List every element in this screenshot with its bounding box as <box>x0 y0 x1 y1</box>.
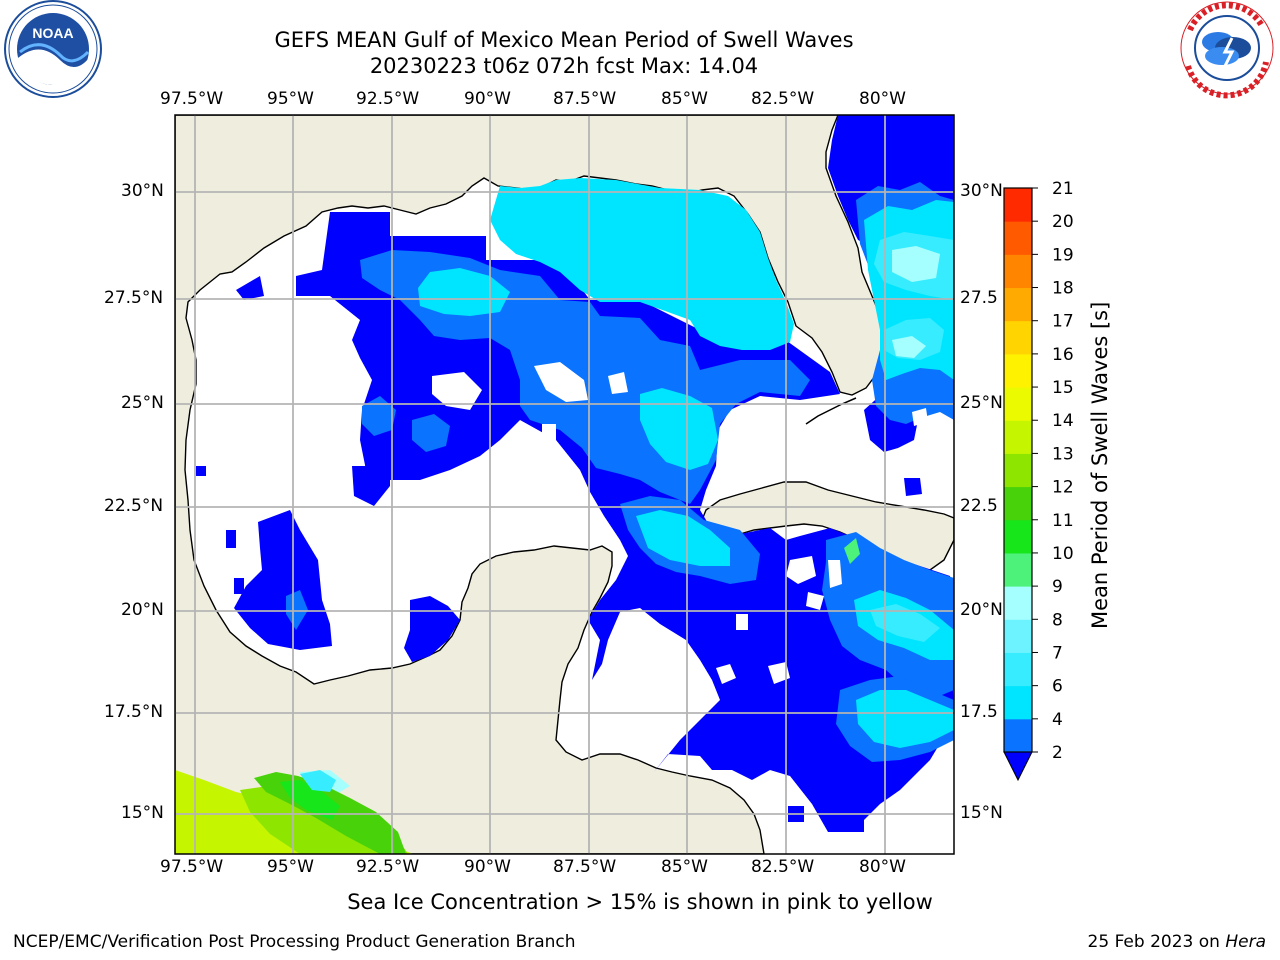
colorbar-tick-label: 16 <box>1052 345 1074 365</box>
lat-label-left-15: 15°N <box>121 803 164 823</box>
colorbar-tick-label: 9 <box>1052 577 1063 597</box>
swell-period-field <box>175 115 954 854</box>
lat-label-right-25: 25°N <box>960 393 1003 413</box>
colorbar-tick-label: 15 <box>1052 378 1074 398</box>
lat-label-right-15: 15°N <box>960 803 1003 823</box>
lon-label-top-80: 80°W <box>859 89 906 109</box>
colorbar-tick-label: 10 <box>1052 544 1074 564</box>
colorbar-tick-label: 21 <box>1052 179 1074 199</box>
lat-label-left-30: 30°N <box>121 181 164 201</box>
chart-subtitle: 20230223 t06z 072h fcst Max: 14.04 <box>369 54 759 78</box>
colorbar-tick-label: 7 <box>1052 643 1063 663</box>
lat-label-right-27-5: 27.5 <box>960 288 998 308</box>
lat-label-right-20: 20°N <box>960 600 1003 620</box>
colorbar-tick-label: 18 <box>1052 279 1074 299</box>
colorbar-bin <box>1004 453 1032 488</box>
colorbar-bin <box>1004 685 1032 720</box>
colorbar-tick-label: 13 <box>1052 444 1074 464</box>
colorbar-bin <box>1004 652 1032 687</box>
noaa-logo: NOAA <box>4 0 102 98</box>
map-frame <box>174 114 955 855</box>
colorbar-bin <box>1004 254 1032 289</box>
colorbar-under-triangle <box>1003 751 1033 782</box>
lat-label-left-17-5: 17.5°N <box>104 702 164 722</box>
colorbar-bin <box>1004 387 1032 421</box>
chart-title: GEFS MEAN Gulf of Mexico Mean Period of … <box>274 28 854 52</box>
lat-label-right-17-5: 17.5 <box>960 702 998 722</box>
lon-label-bottom-85: 85°W <box>661 857 708 877</box>
lat-label-right-22-5: 22.5 <box>960 496 998 516</box>
colorbar-tick-label: 11 <box>1052 511 1074 531</box>
colorbar-tick-label: 19 <box>1052 245 1074 265</box>
footer-organization: NCEP/EMC/Verification Post Processing Pr… <box>13 932 576 952</box>
colorbar-tick-label: 4 <box>1052 710 1063 730</box>
colorbar-tick-label: 2 <box>1052 743 1063 763</box>
lon-label-bottom-82-5: 82.5°W <box>751 857 815 877</box>
colorbar-bin <box>1004 353 1032 388</box>
lon-label-bottom-97-5: 97.5°W <box>160 857 224 877</box>
colorbar-bin <box>1004 420 1032 454</box>
lon-label-bottom-87-5: 87.5°W <box>553 857 617 877</box>
colorbar-bin <box>1004 519 1032 554</box>
colorbar-bin <box>1004 188 1032 222</box>
lon-label-bottom-92-5: 92.5°W <box>356 857 420 877</box>
lon-label-top-85: 85°W <box>661 89 708 109</box>
lon-label-bottom-95: 95°W <box>267 857 314 877</box>
colorbar-tick-label: 20 <box>1052 212 1074 232</box>
land-florida-keys <box>805 397 857 425</box>
sea-ice-caption: Sea Ice Concentration > 15% is shown in … <box>347 890 933 914</box>
lon-label-bottom-90: 90°W <box>464 857 511 877</box>
colorbar-label: Mean Period of Swell Waves [s] <box>1088 301 1112 629</box>
lon-label-top-95: 95°W <box>267 89 314 109</box>
colorbar-bin <box>1004 552 1032 587</box>
colorbar-tick-label: 17 <box>1052 312 1074 332</box>
colorbar-tick-label: 6 <box>1052 677 1063 697</box>
lon-label-top-97-5: 97.5°W <box>160 89 224 109</box>
colorbar-bin <box>1004 320 1032 355</box>
lat-label-left-27-5: 27.5°N <box>104 288 164 308</box>
lat-label-left-22-5: 22.5°N <box>104 496 164 516</box>
colorbar-bin <box>1004 221 1032 255</box>
footer-date: 25 Feb 2023 on Hera <box>1088 932 1266 952</box>
footer-host: Hera <box>1225 932 1266 952</box>
colorbar-tick-label: 12 <box>1052 478 1074 498</box>
lon-label-bottom-80: 80°W <box>859 857 906 877</box>
colorbar-bin <box>1004 287 1032 322</box>
lon-label-top-82-5: 82.5°W <box>751 89 815 109</box>
colorbar-bin <box>1004 586 1032 620</box>
lon-label-top-87-5: 87.5°W <box>553 89 617 109</box>
colorbar-bin <box>1004 486 1032 521</box>
colorbar: 2 4 6 7 8 9 10 11 12 13 14 15 16 17 18 19 20 21 <box>1003 179 1074 782</box>
lon-label-top-92-5: 92.5°W <box>356 89 420 109</box>
lat-label-left-25: 25°N <box>121 393 164 413</box>
noaa-logo-text: NOAA <box>32 25 73 41</box>
colorbar-tick-label: 8 <box>1052 610 1063 630</box>
colorbar-bin <box>1004 718 1032 753</box>
colorbar-bin <box>1004 619 1032 653</box>
lon-label-top-90: 90°W <box>464 89 511 109</box>
lat-label-right-30: 30°N <box>960 181 1003 201</box>
national-weather-service-logo <box>1180 1 1274 99</box>
lat-label-left-20: 20°N <box>121 600 164 620</box>
footer-date-text: 25 Feb 2023 on <box>1087 932 1226 952</box>
map-graticule <box>175 115 954 854</box>
land-north-america <box>175 115 883 854</box>
colorbar-tick-label: 14 <box>1052 411 1074 431</box>
